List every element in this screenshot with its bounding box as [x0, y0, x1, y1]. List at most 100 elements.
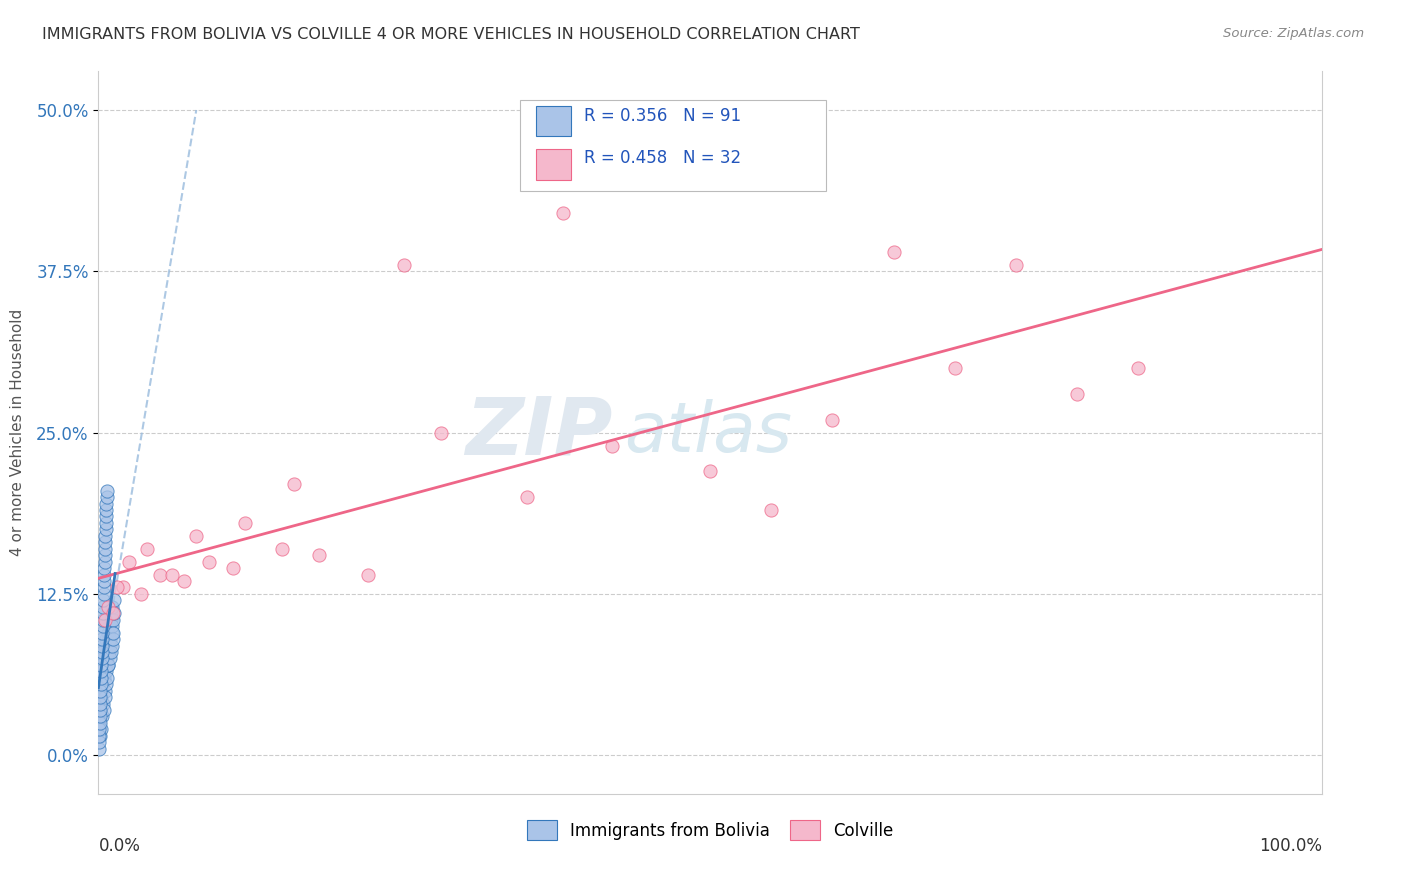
- Point: [98, 651, 121, 665]
- Point: [93, 555, 115, 569]
- Point: [94, 535, 117, 549]
- Point: [91, 619, 114, 633]
- Point: [308, 548, 330, 562]
- Point: [97, 625, 120, 640]
- Point: [283, 477, 305, 491]
- Point: [97, 645, 120, 659]
- Text: R = 0.458   N = 32: R = 0.458 N = 32: [583, 149, 741, 168]
- Point: [96, 497, 118, 511]
- Point: [89, 690, 111, 705]
- Point: [94, 665, 117, 679]
- Point: [100, 632, 122, 646]
- Point: [105, 581, 128, 595]
- Point: [96, 490, 118, 504]
- Point: [97, 657, 120, 672]
- Point: [103, 607, 125, 621]
- Point: [197, 555, 219, 569]
- Point: [103, 625, 125, 640]
- Text: 100.0%: 100.0%: [1258, 838, 1322, 855]
- Point: [1128, 361, 1150, 376]
- Point: [821, 413, 844, 427]
- Point: [98, 632, 121, 646]
- Point: [94, 548, 117, 562]
- Point: [93, 651, 115, 665]
- Point: [96, 671, 118, 685]
- Point: [96, 483, 118, 498]
- Point: [93, 561, 115, 575]
- Text: atlas: atlas: [624, 399, 793, 467]
- Point: [430, 425, 453, 440]
- Point: [233, 516, 256, 530]
- Point: [97, 639, 120, 653]
- Bar: [536, 106, 571, 136]
- Point: [89, 715, 111, 730]
- Point: [100, 645, 122, 659]
- Point: [93, 581, 115, 595]
- Point: [94, 690, 117, 705]
- Point: [129, 587, 152, 601]
- Point: [94, 529, 117, 543]
- Text: 0.0%: 0.0%: [98, 838, 141, 855]
- Point: [89, 729, 111, 743]
- Point: [101, 599, 124, 614]
- Point: [883, 244, 905, 259]
- Point: [90, 671, 112, 685]
- Point: [149, 567, 172, 582]
- Point: [93, 683, 115, 698]
- Point: [699, 464, 721, 478]
- Y-axis label: 4 or more Vehicles in Household: 4 or more Vehicles in Household: [10, 309, 25, 557]
- Text: R = 0.356   N = 91: R = 0.356 N = 91: [583, 108, 741, 126]
- Point: [89, 703, 111, 717]
- Point: [101, 619, 124, 633]
- Point: [93, 671, 115, 685]
- Point: [91, 639, 114, 653]
- Point: [90, 677, 112, 691]
- Point: [100, 607, 122, 621]
- Point: [90, 651, 112, 665]
- Point: [87, 741, 110, 756]
- Point: [761, 503, 783, 517]
- Point: [94, 509, 117, 524]
- Point: [94, 522, 117, 536]
- Point: [93, 587, 115, 601]
- Point: [90, 683, 112, 698]
- Point: [94, 541, 117, 556]
- Point: [87, 709, 110, 723]
- Point: [392, 258, 416, 272]
- Point: [91, 697, 114, 711]
- Point: [90, 671, 112, 685]
- Point: [91, 665, 114, 679]
- Point: [90, 723, 112, 737]
- Point: [89, 697, 111, 711]
- Point: [90, 657, 112, 672]
- Point: [222, 561, 245, 575]
- Point: [96, 651, 118, 665]
- Point: [89, 723, 111, 737]
- Point: [160, 567, 183, 582]
- Point: [101, 639, 124, 653]
- Point: [90, 665, 112, 679]
- Point: [91, 645, 114, 659]
- Point: [93, 703, 115, 717]
- Point: [90, 690, 112, 705]
- Point: [91, 632, 114, 646]
- Point: [100, 613, 122, 627]
- Point: [98, 639, 121, 653]
- Point: [100, 625, 122, 640]
- Point: [97, 657, 120, 672]
- Point: [89, 703, 111, 717]
- Point: [91, 613, 114, 627]
- Text: ZIP: ZIP: [465, 393, 612, 472]
- Point: [94, 516, 117, 530]
- Point: [93, 593, 115, 607]
- Point: [93, 574, 115, 588]
- Point: [103, 593, 125, 607]
- Point: [1004, 258, 1026, 272]
- Point: [96, 632, 118, 646]
- Point: [136, 541, 159, 556]
- Point: [356, 567, 378, 582]
- Point: [89, 729, 111, 743]
- Point: [87, 735, 110, 749]
- Point: [89, 683, 111, 698]
- Point: [89, 715, 111, 730]
